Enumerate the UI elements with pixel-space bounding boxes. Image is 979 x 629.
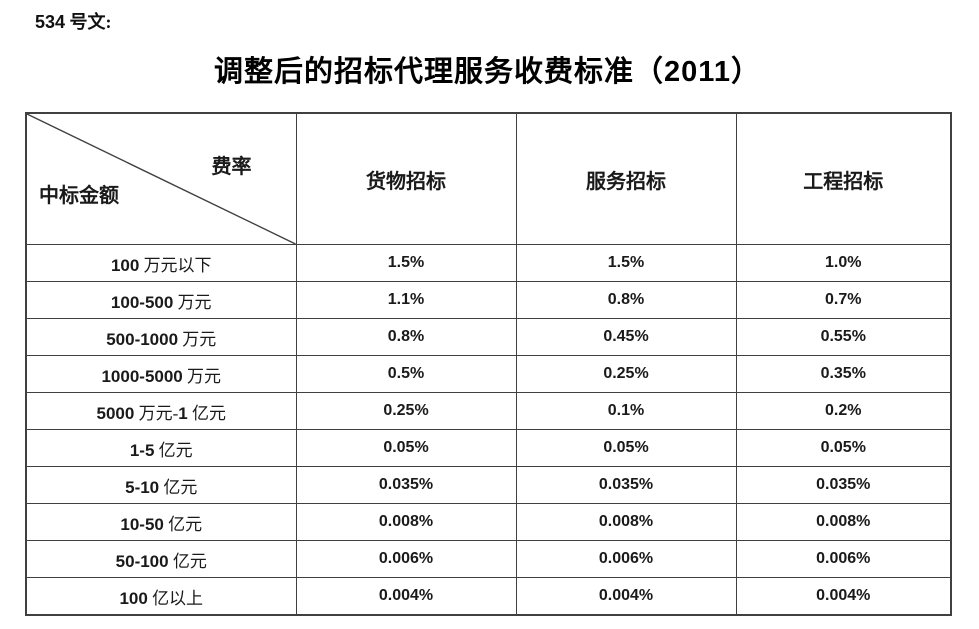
fee-table-body: 100 万元以下 1.5% 1.5% 1.0% 100-500 万元 1.1% 0.8% 0.… bbox=[25, 244, 952, 616]
rate-value: 0.006% bbox=[735, 540, 952, 578]
corner-amount-label: 中标金额 bbox=[39, 185, 119, 207]
rate-value: 0.004% bbox=[735, 577, 952, 616]
amount-range-label: 5-10 亿元 bbox=[25, 466, 297, 504]
fee-table: 费率 中标金额 货物招标 服务招标 工程招标 100 万元以下 1.5% 1.5% 1… bbox=[25, 112, 952, 616]
rate-value: 0.8% bbox=[515, 281, 737, 319]
rate-value: 0.05% bbox=[515, 429, 737, 467]
rate-value: 1.1% bbox=[295, 281, 517, 319]
rate-value: 0.25% bbox=[515, 355, 737, 393]
amount-range-label: 1000-5000 万元 bbox=[25, 355, 297, 393]
amount-range-label: 10-50 亿元 bbox=[25, 503, 297, 541]
rate-value: 0.05% bbox=[295, 429, 517, 467]
corner-cell: 费率 中标金额 bbox=[25, 112, 297, 245]
header-row: 费率 中标金额 货物招标 服务招标 工程招标 bbox=[25, 112, 952, 245]
rate-value: 0.8% bbox=[295, 318, 517, 356]
rate-value: 0.008% bbox=[295, 503, 517, 541]
table-row: 10-50 亿元 0.008% 0.008% 0.008% bbox=[25, 503, 952, 541]
amount-range-label: 100 亿以上 bbox=[25, 577, 297, 616]
column-header-goods-bidding: 货物招标 bbox=[295, 112, 517, 245]
column-header-service-bidding: 服务招标 bbox=[515, 112, 737, 245]
column-header-engineering-bidding: 工程招标 bbox=[735, 112, 952, 245]
rate-value: 0.035% bbox=[295, 466, 517, 504]
rate-value: 0.008% bbox=[735, 503, 952, 541]
amount-range-label: 100 万元以下 bbox=[25, 244, 297, 282]
rate-value: 0.008% bbox=[515, 503, 737, 541]
amount-range-label: 50-100 亿元 bbox=[25, 540, 297, 578]
amount-range-label: 1-5 亿元 bbox=[25, 429, 297, 467]
rate-value: 0.2% bbox=[735, 392, 952, 430]
rate-value: 0.006% bbox=[515, 540, 737, 578]
diagonal-divider-icon bbox=[27, 114, 296, 244]
amount-range-label: 5000 万元-1 亿元 bbox=[25, 392, 297, 430]
table-row: 500-1000 万元 0.8% 0.45% 0.55% bbox=[25, 318, 952, 356]
rate-value: 0.1% bbox=[515, 392, 737, 430]
rate-value: 1.5% bbox=[515, 244, 737, 282]
table-row: 100 万元以下 1.5% 1.5% 1.0% bbox=[25, 244, 952, 282]
rate-value: 0.45% bbox=[515, 318, 737, 356]
amount-range-label: 100-500 万元 bbox=[25, 281, 297, 319]
table-row: 100-500 万元 1.1% 0.8% 0.7% bbox=[25, 281, 952, 319]
rate-value: 0.035% bbox=[735, 466, 952, 504]
table-row: 5-10 亿元 0.035% 0.035% 0.035% bbox=[25, 466, 952, 504]
rate-value: 0.035% bbox=[515, 466, 737, 504]
rate-value: 0.05% bbox=[735, 429, 952, 467]
table-row: 1000-5000 万元 0.5% 0.25% 0.35% bbox=[25, 355, 952, 393]
rate-value: 0.5% bbox=[295, 355, 517, 393]
table-row: 50-100 亿元 0.006% 0.006% 0.006% bbox=[25, 540, 952, 578]
rate-value: 1.0% bbox=[735, 244, 952, 282]
table-row: 100 亿以上 0.004% 0.004% 0.004% bbox=[25, 577, 952, 616]
page-title: 调整后的招标代理服务收费标准（2011） bbox=[214, 56, 761, 88]
rate-value: 1.5% bbox=[295, 244, 517, 282]
rate-value: 0.006% bbox=[295, 540, 517, 578]
amount-range-label: 500-1000 万元 bbox=[25, 318, 297, 356]
table-row: 1-5 亿元 0.05% 0.05% 0.05% bbox=[25, 429, 952, 467]
rate-value: 0.35% bbox=[735, 355, 952, 393]
rate-value: 0.7% bbox=[735, 281, 952, 319]
rate-value: 0.004% bbox=[515, 577, 737, 616]
corner-rate-label: 费率 bbox=[211, 156, 252, 178]
table-row: 5000 万元-1 亿元 0.25% 0.1% 0.2% bbox=[25, 392, 952, 430]
doc-number: 534 号文: bbox=[35, 12, 112, 32]
rate-value: 0.55% bbox=[735, 318, 952, 356]
rate-value: 0.25% bbox=[295, 392, 517, 430]
rate-value: 0.004% bbox=[295, 577, 517, 616]
